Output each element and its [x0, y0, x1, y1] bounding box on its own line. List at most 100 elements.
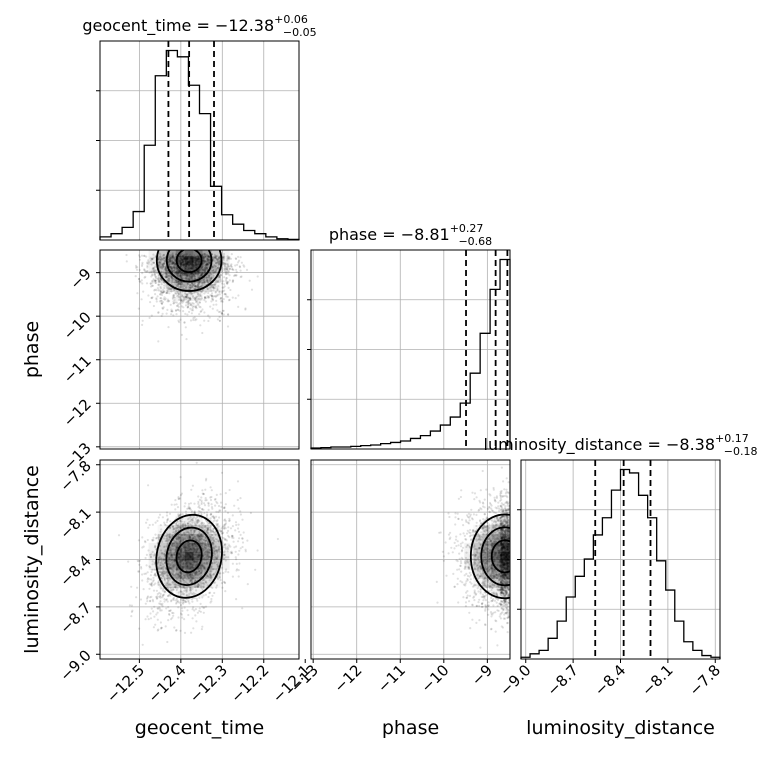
density-cell [491, 542, 501, 552]
density-cell [211, 551, 221, 561]
density-cell [193, 569, 203, 579]
contour-level-0 [490, 539, 510, 574]
y-tick-label: −9 [66, 265, 94, 293]
density-cell [220, 255, 230, 265]
density-cell [211, 255, 221, 265]
panel-title-geocent_time: geocent_time = −12.38+0.06 −0.05 [82, 13, 316, 39]
density-cell [211, 250, 221, 256]
density-cell [202, 578, 212, 588]
density-cell [175, 524, 185, 534]
density-cell [176, 220, 185, 229]
density-cell [176, 229, 185, 238]
density-cell [175, 273, 185, 283]
density-cell [166, 273, 176, 283]
histogram-geocent_time [99, 49, 300, 241]
x-tick-label: −12.2 [227, 661, 272, 706]
contour-level-1 [480, 526, 510, 587]
density-cell [202, 560, 212, 570]
density-layer [148, 220, 545, 597]
panel-frame-2-2 [520, 459, 721, 660]
panel-title-luminosity_distance: luminosity_distance = −8.38+0.17 −0.18 [484, 432, 758, 458]
density-cell [184, 551, 194, 561]
x-axis-label-geocent_time: geocent_time [135, 717, 264, 739]
density-cell [157, 255, 167, 265]
density-cell [184, 560, 194, 570]
density-cell [482, 524, 492, 534]
density-cell [185, 238, 194, 247]
marks-layer [96, 41, 721, 663]
density-2 [464, 515, 545, 597]
density-cell [166, 533, 176, 543]
density-cell [166, 569, 176, 579]
density-cell [500, 524, 510, 534]
density-cell [166, 551, 176, 561]
density-cell [500, 587, 510, 597]
histogram-luminosity_distance [520, 468, 721, 659]
density-cell [158, 229, 167, 238]
density-cell [157, 250, 167, 256]
density-cell [157, 542, 167, 552]
density-cell [536, 561, 545, 570]
density-cell [194, 229, 203, 238]
density-cell [202, 250, 212, 256]
y-tick-label: −12 [60, 395, 95, 430]
density-cell [175, 551, 185, 561]
x-axis-label-luminosity_distance: luminosity_distance [526, 717, 715, 739]
density-cell [157, 264, 167, 274]
density-cell [500, 569, 510, 579]
density-cell [175, 515, 185, 525]
density-cell [491, 560, 501, 570]
density-cell [491, 551, 501, 561]
density-cell [509, 533, 510, 543]
density-cell [527, 543, 536, 552]
density-cell [193, 533, 203, 543]
density-cell [148, 551, 158, 561]
density-cell [536, 543, 545, 552]
contour-level-0 [175, 539, 203, 574]
density-cell [500, 578, 510, 588]
scatter-layer [117, 252, 510, 649]
contour-level-2 [155, 250, 223, 292]
density-cell [211, 264, 221, 274]
density-cell [193, 578, 203, 588]
density-cell [509, 578, 510, 588]
density-cell [491, 533, 501, 543]
density-cell [175, 560, 185, 570]
density-cell [500, 515, 510, 525]
density-cell [202, 524, 212, 534]
density-cell [509, 560, 510, 570]
x-tick-label: −12.3 [186, 661, 231, 706]
density-cell [193, 542, 203, 552]
panel-frame-1-0 [99, 249, 300, 450]
x-tick-label: −8.1 [638, 661, 676, 699]
density-cell [194, 220, 203, 229]
density-cell [211, 533, 221, 543]
density-cell [175, 291, 185, 301]
density-cell [203, 238, 212, 247]
density-cell [473, 569, 483, 579]
density-cell [148, 255, 158, 265]
density-cell [509, 569, 510, 579]
density-cell [500, 560, 510, 570]
x-tick-label: −12.4 [144, 661, 189, 706]
density-cell [202, 551, 212, 561]
density-cell [500, 551, 510, 561]
density-cell [202, 282, 212, 292]
density-cell [193, 291, 203, 301]
histogram-phase [310, 258, 511, 449]
density-cell [184, 282, 194, 292]
density-cell [464, 560, 474, 570]
x-tick-label: −9.0 [496, 661, 534, 699]
density-cell [184, 291, 194, 301]
density-cell [202, 533, 212, 543]
panel-frame-1-1 [310, 249, 511, 450]
density-cell [203, 229, 212, 238]
density-cell [166, 524, 176, 534]
density-cell [509, 542, 510, 552]
density-cell [184, 515, 194, 525]
density-cell [158, 238, 167, 247]
density-cell [220, 264, 230, 274]
density-cell [184, 273, 194, 283]
density-cell [184, 542, 194, 552]
density-cell [473, 560, 483, 570]
